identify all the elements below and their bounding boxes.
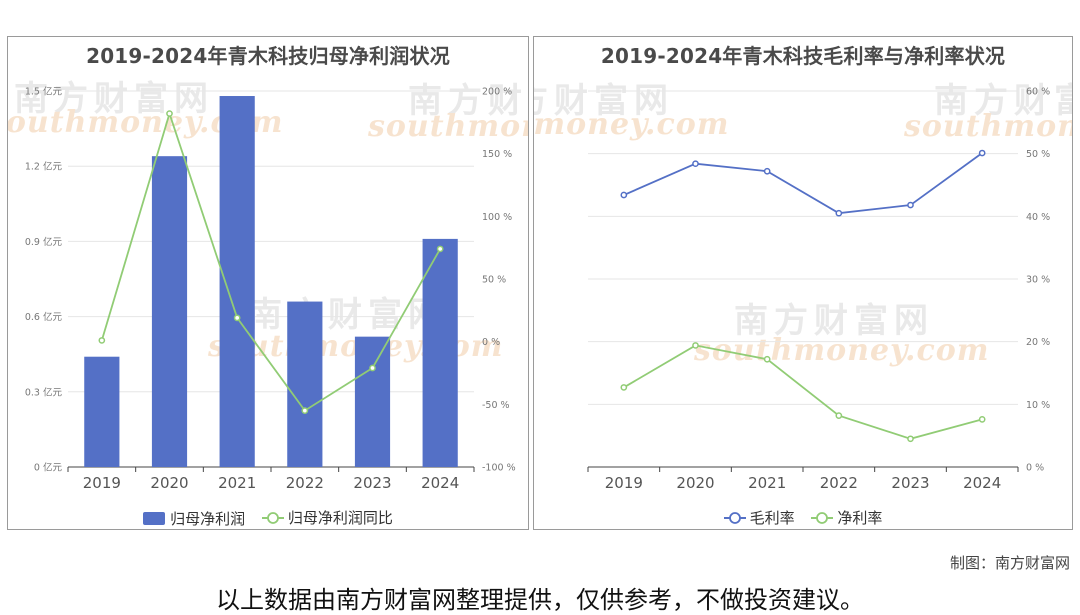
profit-chart-plot: 0 亿元 0.3 亿元 0.6 亿元 0.9 亿元 1.2 亿元 1.5 亿元 -100 %… [25, 86, 516, 493]
point-2020 [692, 160, 699, 168]
y-right-tick-label: 50 % [1026, 149, 1050, 160]
series-line [100, 110, 441, 412]
x-tick-label: 2022 [820, 474, 858, 492]
y-right-tick-label: 0 % [482, 337, 500, 348]
y-left-tick-label: 0.3 亿元 [25, 386, 63, 398]
y-right-tick-label: 60 % [1026, 87, 1050, 98]
x-tick-label: 2024 [963, 474, 1001, 492]
bar-2019 [84, 356, 120, 467]
legend-bar-swatch [143, 511, 166, 525]
y-right-tick-label: 100 % [482, 212, 512, 223]
chart-legend: 毛利率 净利率 [534, 507, 1072, 529]
legend-item-profit[interactable]: 归母净利润 [143, 508, 245, 529]
point-2023 [907, 201, 914, 209]
bar-2020 [151, 156, 188, 467]
x-tick-label: 2019 [605, 474, 643, 492]
point-2021 [763, 355, 771, 363]
legend-line-swatch [811, 511, 834, 524]
chart-legend: 归母净利润 归母净利润同比 [8, 507, 528, 529]
point-2024 [978, 416, 986, 423]
point-2024 [978, 149, 986, 157]
y-right-tick-label: -50 % [482, 400, 510, 411]
legend-label: 毛利率 [749, 509, 795, 527]
bar-2023 [354, 336, 391, 467]
x-tick-label: 2023 [353, 474, 391, 492]
point-2022 [835, 412, 843, 419]
point-2019 [98, 337, 106, 344]
legend-label: 净利率 [837, 509, 883, 527]
x-tick-label: 2021 [748, 474, 786, 492]
legend-item-profit-yoy[interactable]: 归母净利润同比 [261, 507, 393, 528]
chart-title: 2019-2024年青木科技归母净利润状况 [86, 44, 450, 68]
y-right-tick-label: 0 % [1026, 463, 1044, 474]
y-right-tick-label: -100 % [482, 463, 516, 474]
x-tick-label: 2024 [421, 474, 459, 492]
bar-2024 [422, 238, 458, 467]
series-line [623, 152, 983, 215]
x-tick-label: 2022 [286, 474, 324, 492]
series-line [623, 344, 983, 440]
margin-chart-plot: 0 % 10 % 20 % 30 % 40 % 50 % 60 % 2019 2020 2021 2… [587, 87, 1050, 492]
point-2023 [369, 364, 376, 372]
y-right-tick-label: 50 % [482, 275, 506, 286]
legend-item-net-margin[interactable]: 净利率 [811, 507, 882, 528]
y-left-tick-label: 0.6 亿元 [25, 311, 63, 323]
y-right-tick-label: 40 % [1026, 212, 1050, 223]
x-tick-label: 2021 [218, 474, 256, 492]
chart-credit: 制图：南方财富网 [949, 554, 1070, 572]
chart-title: 2019-2024年青木科技毛利率与净利率状况 [600, 44, 1006, 68]
margin-chart-panel: 南方财富网 southmoney.com 南方财富网 southmoney.co… [533, 36, 1073, 530]
y-left-tick-label: 0.9 亿元 [25, 236, 63, 248]
y-right-tick-label: 30 % [1026, 275, 1050, 286]
point-2021 [233, 314, 241, 322]
disclaimer-text: 以上数据由南方财富网整理提供，仅供参考，不做投资建议。 [216, 586, 864, 614]
legend-line-swatch [723, 511, 746, 524]
point-2019 [620, 384, 628, 391]
y-right-tick-label: 150 % [482, 149, 512, 160]
point-2024 [436, 245, 444, 253]
point-2020 [166, 110, 173, 117]
x-tick-label: 2020 [676, 474, 714, 492]
point-2020 [692, 342, 699, 349]
y-left-tick-label: 1.5 亿元 [25, 86, 63, 98]
x-tick-label: 2019 [83, 474, 121, 492]
legend-label: 归母净利润同比 [287, 509, 393, 527]
bar-2022 [287, 301, 323, 467]
y-left-tick-label: 1.2 亿元 [25, 161, 63, 173]
y-right-tick-label: 10 % [1026, 400, 1050, 411]
point-2022 [301, 407, 309, 414]
point-2023 [907, 435, 914, 443]
legend-item-gross-margin[interactable]: 毛利率 [723, 507, 795, 528]
point-2021 [763, 167, 771, 175]
legend-label: 归母净利润 [170, 509, 246, 528]
point-2019 [620, 191, 628, 199]
legend-line-swatch [261, 511, 284, 524]
point-2022 [835, 209, 843, 217]
profit-chart-panel: 南方财富网 southmoney.com 南方财富网 southmoney.co… [7, 36, 529, 530]
x-tick-label: 2023 [891, 474, 929, 492]
y-right-tick-label: 20 % [1026, 337, 1050, 348]
x-tick-label: 2020 [150, 474, 188, 492]
y-left-tick-label: 0 亿元 [34, 462, 63, 474]
y-right-tick-label: 200 % [482, 87, 512, 98]
